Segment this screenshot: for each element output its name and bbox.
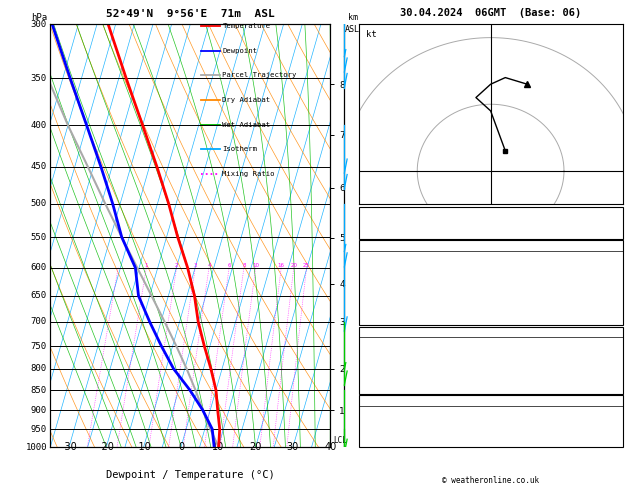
Text: Wet Adiabat: Wet Adiabat [223,122,270,127]
Text: K: K [364,208,369,217]
Text: 20: 20 [249,442,262,452]
Text: SREH: SREH [364,417,385,426]
Text: LCL: LCL [333,436,347,445]
Text: Most Unstable: Most Unstable [455,328,526,336]
Text: 10: 10 [608,290,619,299]
Text: 4: 4 [208,263,211,268]
Text: Dry Adiabat: Dry Adiabat [223,97,270,103]
Text: ASL: ASL [345,25,360,34]
Text: 82: 82 [608,406,619,416]
Text: 60: 60 [608,417,619,426]
Text: CAPE (J): CAPE (J) [364,302,406,311]
Text: 300: 300 [31,20,47,29]
Text: km: km [348,13,358,22]
Text: 0: 0 [178,442,184,452]
Text: 10: 10 [252,263,259,268]
Text: CIN (J): CIN (J) [364,314,401,324]
Text: Lifted Index: Lifted Index [364,361,428,370]
Text: 30: 30 [287,442,299,452]
Text: 6: 6 [227,263,231,268]
Text: CAPE (J): CAPE (J) [364,372,406,381]
Text: 0: 0 [613,314,619,324]
Text: hPa: hPa [31,13,47,22]
Text: -10: -10 [136,442,152,452]
Text: 750: 750 [31,342,47,350]
Text: 0: 0 [613,372,619,381]
Text: -20: -20 [98,442,114,452]
Text: 8: 8 [242,263,246,268]
Text: 47: 47 [608,218,619,227]
Text: Lifted Index: Lifted Index [364,290,428,299]
Text: 4: 4 [613,361,619,370]
Text: 2: 2 [175,263,179,268]
Text: Temperature: Temperature [223,23,270,30]
Text: Surface: Surface [472,241,509,250]
Text: 10.1: 10.1 [598,252,619,261]
Text: 1000: 1000 [25,443,47,451]
Text: Totals Totals: Totals Totals [364,218,433,227]
Text: 850: 850 [31,385,47,395]
Text: 500: 500 [31,199,47,208]
Text: 25: 25 [608,208,619,217]
Text: 8.9: 8.9 [603,265,619,274]
Text: 301: 301 [603,277,619,286]
Text: 900: 900 [31,406,47,415]
Text: 350: 350 [31,74,47,83]
Text: 0: 0 [613,383,619,393]
Text: 30.04.2024  06GMT  (Base: 06): 30.04.2024 06GMT (Base: 06) [400,8,581,18]
Text: 950: 950 [31,425,47,434]
Text: Isotherm: Isotherm [223,146,257,152]
Text: 650: 650 [31,291,47,300]
Text: StmSpd (kt): StmSpd (kt) [364,437,423,447]
Text: 16: 16 [278,263,285,268]
Text: 450: 450 [31,162,47,171]
Text: Dewp (°C): Dewp (°C) [364,265,412,274]
Text: -30: -30 [61,442,77,452]
Text: 52°49'N  9°56'E  71m  ASL: 52°49'N 9°56'E 71m ASL [106,9,275,19]
Text: EH: EH [364,406,374,416]
Text: Mixing Ratio: Mixing Ratio [223,171,275,176]
Text: 235°: 235° [598,427,619,436]
Text: 3: 3 [194,263,197,268]
Text: θe(K): θe(K) [364,277,391,286]
Text: Parcel Trajectory: Parcel Trajectory [223,72,297,78]
Text: 850: 850 [603,338,619,347]
Text: 2.32: 2.32 [598,229,619,238]
Text: θe (K): θe (K) [364,350,396,359]
Text: Hodograph: Hodograph [467,396,515,405]
Text: Dewpoint / Temperature (°C): Dewpoint / Temperature (°C) [106,470,275,480]
Text: 25: 25 [303,263,310,268]
Text: 700: 700 [31,317,47,327]
Text: Temp (°C): Temp (°C) [364,252,412,261]
Text: 800: 800 [31,364,47,373]
Text: 550: 550 [31,233,47,242]
Text: 310: 310 [603,350,619,359]
Text: CIN (J): CIN (J) [364,383,401,393]
Text: 1: 1 [145,263,148,268]
Text: StmDir: StmDir [364,427,396,436]
Text: 40: 40 [324,442,337,452]
Text: kt: kt [367,30,377,39]
Text: 13: 13 [608,437,619,447]
Text: PW (cm): PW (cm) [364,229,401,238]
Text: 0: 0 [613,302,619,311]
Text: 20: 20 [290,263,298,268]
Text: © weatheronline.co.uk: © weatheronline.co.uk [442,475,539,485]
Text: 10: 10 [212,442,225,452]
Text: Pressure (mb): Pressure (mb) [364,338,433,347]
Text: 400: 400 [31,121,47,130]
Text: 600: 600 [31,263,47,272]
Text: Dewpoint: Dewpoint [223,48,257,54]
